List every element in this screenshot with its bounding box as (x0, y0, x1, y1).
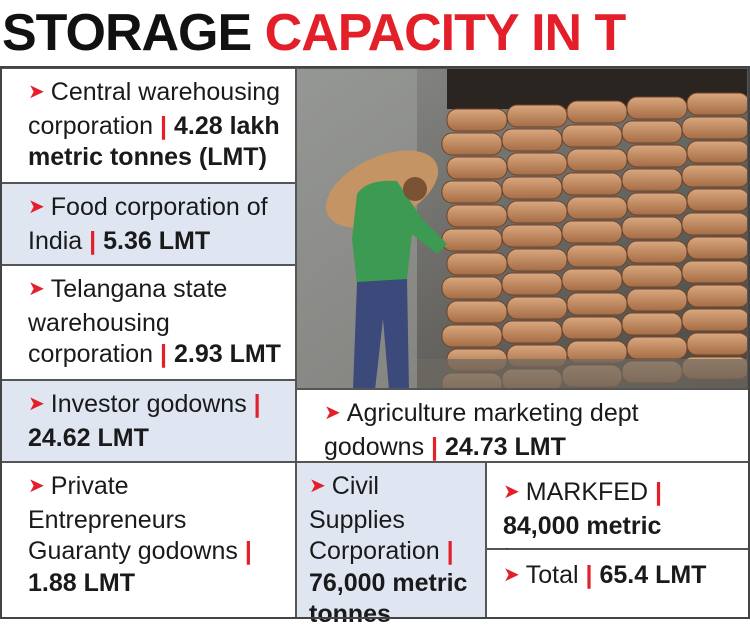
worker-figure (325, 150, 447, 388)
headline: STORAGE CAPACITY IN T (0, 0, 750, 66)
separator: | (253, 390, 261, 418)
bullet-arrow-icon: ➤ (28, 393, 45, 415)
entry-investor-godowns: ➤ Investor godowns | 24.62 LMT (0, 380, 296, 462)
bullet-arrow-icon: ➤ (503, 564, 520, 586)
separator: | (585, 561, 593, 589)
entry-name: Telangana state warehousing corporation (28, 275, 228, 368)
headline-part-black: STORAGE (2, 4, 265, 62)
entry-value: 24.73 LMT (444, 432, 566, 461)
bullet-arrow-icon: ➤ (28, 278, 45, 300)
entry-name: Private Entrepreneurs Guaranty godowns (28, 472, 238, 565)
entry-civil-supplies: ➤ Civil Supplies Corporation | 76,000 met… (296, 462, 486, 628)
entry-agriculture-marketing: ➤ Agriculture marketing dept godowns | 24… (296, 389, 750, 462)
warehouse-photo (296, 68, 748, 389)
entry-value: 4.28 lakh metric tonnes (LMT) (28, 111, 280, 172)
separator: | (244, 537, 252, 565)
entry-value: 1.88 LMT (28, 568, 135, 597)
bullet-arrow-icon: ➤ (324, 402, 341, 424)
separator: | (654, 478, 662, 506)
entry-food-corporation: ➤ Food corporation of India | 5.36 LMT (0, 183, 296, 265)
entry-name: Civil Supplies Corporation (309, 472, 440, 565)
separator: | (160, 111, 168, 140)
headline-part-red: CAPACITY IN T (264, 4, 627, 62)
entry-value: 76,000 metric tonnes (309, 568, 468, 629)
entry-name: Food corporation of India (28, 193, 268, 255)
separator: | (160, 340, 168, 368)
entry-total: ➤ Total | 65.4 LMT (486, 549, 750, 619)
entry-central-warehousing: ➤ Central warehousing corporation | 4.28 … (0, 68, 296, 183)
entry-telangana-warehousing: ➤ Telangana state warehousing corporation… (0, 265, 296, 380)
entry-name: Investor godowns (50, 390, 247, 418)
entry-value: 2.93 LMT (173, 340, 281, 368)
warehouse-photo-illustration (297, 69, 747, 388)
entry-value: 5.36 LMT (103, 226, 211, 255)
entry-markfed: ➤MARKFED | 84,000 metric tonnes (486, 462, 750, 571)
separator: | (446, 537, 454, 565)
entry-name: MARKFED (525, 478, 648, 506)
entry-name: Total (525, 561, 579, 589)
entry-name: Central warehousing corporation (28, 78, 281, 140)
entry-private-entrepreneurs: ➤ Private Entrepreneurs Guaranty godowns … (0, 462, 296, 619)
entry-value: 65.4 LMT (599, 561, 707, 589)
bullet-arrow-icon: ➤ (503, 481, 520, 503)
bullet-arrow-icon: ➤ (28, 196, 45, 218)
bullet-arrow-icon: ➤ (28, 475, 45, 497)
entry-value: 24.62 LMT (28, 423, 149, 452)
bullet-arrow-icon: ➤ (309, 475, 326, 497)
bullet-arrow-icon: ➤ (28, 81, 45, 103)
entry-name: Agriculture marketing dept godowns (324, 399, 639, 461)
separator: | (89, 226, 97, 255)
separator: | (431, 432, 439, 461)
